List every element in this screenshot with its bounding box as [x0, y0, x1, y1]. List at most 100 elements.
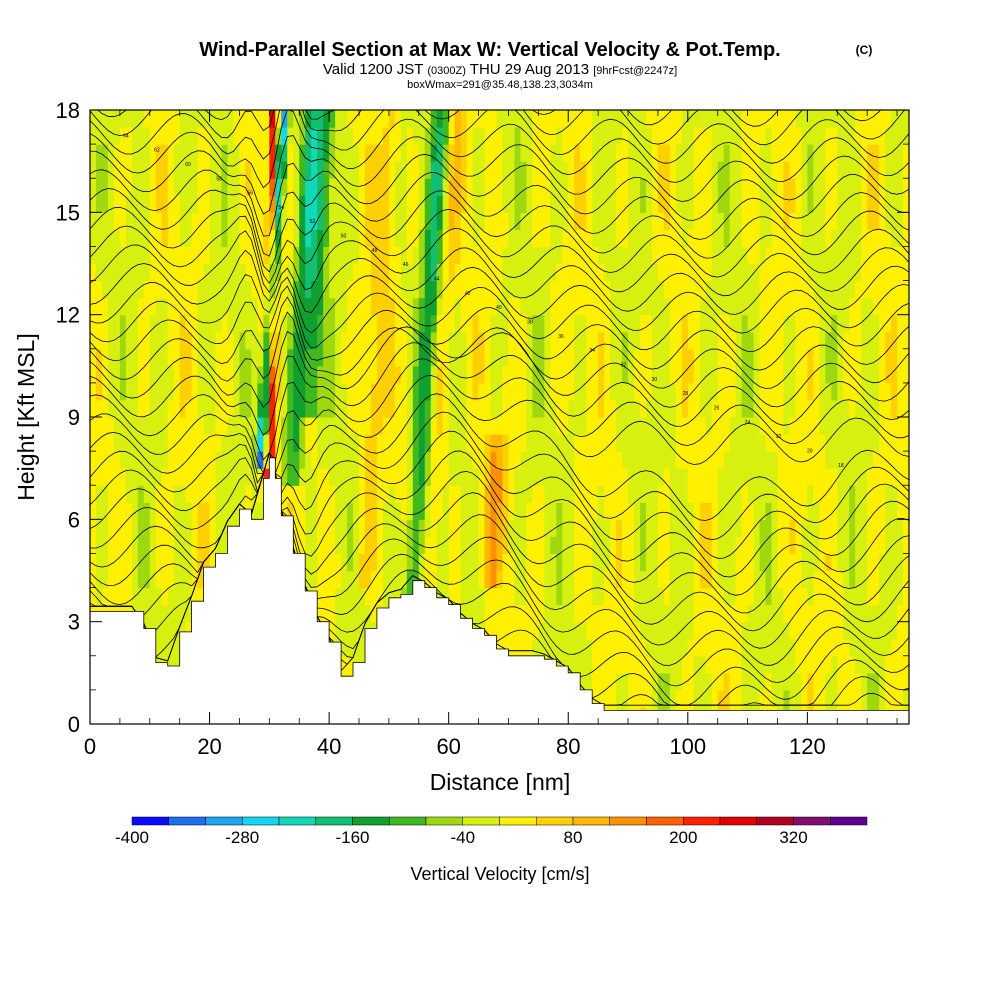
w-cell [119, 417, 127, 435]
w-cell [131, 127, 139, 145]
w-cell [586, 229, 593, 248]
w-cell [693, 127, 701, 145]
w-cell [305, 485, 312, 503]
w-cell [364, 263, 372, 282]
w-cell [562, 587, 569, 606]
w-cell [442, 434, 450, 452]
w-cell [903, 382, 909, 401]
w-cell [502, 127, 510, 145]
w-cell [639, 502, 647, 520]
w-cell [753, 331, 761, 350]
w-cell [693, 382, 701, 401]
w-cell [382, 587, 390, 606]
w-cell [897, 570, 904, 589]
w-cell [634, 502, 641, 520]
w-cell [550, 399, 557, 418]
w-cell [634, 314, 641, 333]
w-cell [185, 587, 193, 606]
w-cell [903, 127, 909, 145]
w-cell [269, 246, 276, 265]
w-cell [813, 587, 820, 606]
w-cell [592, 536, 599, 555]
w-cell [699, 417, 707, 435]
w-cell [532, 382, 539, 401]
w-cell [813, 638, 820, 657]
w-cell [514, 519, 522, 537]
w-cell [406, 110, 414, 128]
w-cell [406, 280, 414, 299]
w-cell [370, 399, 378, 418]
w-cell [639, 519, 647, 537]
w-cell [663, 127, 671, 145]
w-cell [233, 110, 241, 128]
w-cell [897, 246, 904, 265]
w-cell [843, 263, 850, 282]
w-cell [562, 638, 569, 657]
w-cell [191, 229, 199, 248]
w-cell [191, 502, 199, 520]
w-cell [705, 263, 713, 282]
w-cell [538, 110, 545, 128]
w-cell [466, 536, 474, 555]
w-cell [90, 229, 97, 248]
w-cell [837, 553, 844, 572]
w-cell [759, 246, 767, 265]
w-cell [771, 382, 779, 401]
w-cell [867, 570, 874, 589]
w-cell [831, 587, 838, 606]
w-cell [388, 110, 396, 128]
w-cell [424, 195, 432, 213]
w-cell [735, 468, 743, 486]
w-cell [777, 195, 785, 213]
w-cell [323, 365, 330, 384]
w-cell [424, 331, 432, 350]
w-cell [801, 144, 808, 162]
w-cell [161, 110, 169, 128]
w-cell [837, 655, 844, 674]
w-cell [143, 502, 151, 520]
w-cell [693, 587, 701, 606]
w-cell [215, 348, 223, 367]
w-cell [341, 144, 348, 162]
w-cell [359, 451, 366, 469]
w-cell [873, 434, 880, 452]
w-cell [484, 229, 492, 248]
w-cell [795, 144, 802, 162]
w-cell [544, 536, 551, 555]
w-cell [137, 178, 145, 196]
theta-contour-label: 46 [403, 262, 409, 268]
w-cell [616, 621, 623, 640]
w-cell [813, 519, 820, 537]
w-cell [191, 246, 199, 265]
w-cell [891, 127, 898, 145]
w-cell [215, 280, 223, 299]
w-cell [634, 127, 641, 145]
w-cell [400, 417, 408, 435]
w-cell [747, 553, 755, 572]
w-cell [275, 331, 282, 350]
w-cell [639, 451, 647, 469]
w-cell [651, 451, 659, 469]
w-cell [514, 570, 522, 589]
w-cell [729, 314, 737, 333]
w-cell [586, 570, 593, 589]
w-cell [376, 399, 384, 418]
w-cell [269, 348, 276, 367]
w-cell [681, 451, 689, 469]
w-cell [634, 689, 641, 708]
w-cell [711, 110, 719, 128]
w-cell [723, 246, 731, 265]
w-cell [460, 161, 468, 179]
w-cell [771, 178, 779, 196]
w-cell [436, 348, 444, 367]
w-cell [687, 195, 695, 213]
w-cell [705, 672, 713, 691]
w-cell [765, 110, 773, 128]
w-cell [735, 570, 743, 589]
w-cell [741, 212, 749, 230]
w-cell [891, 161, 898, 179]
w-cell [879, 212, 886, 230]
w-cell [723, 348, 731, 367]
w-cell [747, 587, 755, 606]
w-cell [645, 587, 653, 606]
